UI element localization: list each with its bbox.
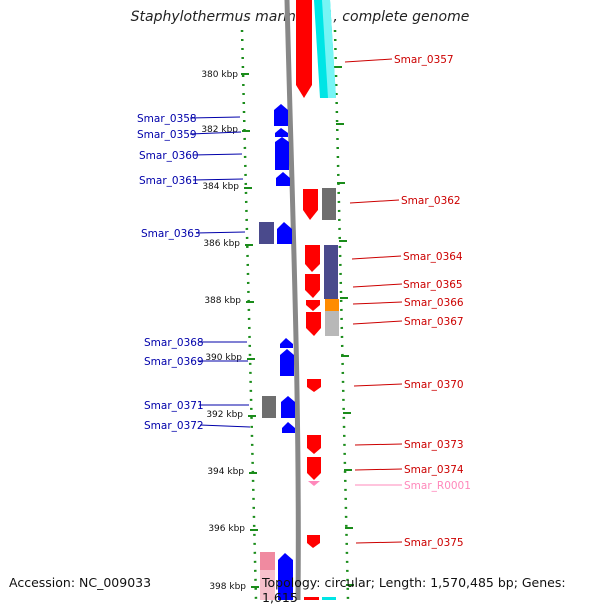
- gene-smar-0370-shape: [307, 379, 321, 392]
- gene-label-smar-r0001[interactable]: Smar_R0001: [404, 480, 471, 492]
- gene-navy-box-right: [324, 245, 338, 299]
- gene-smar-0371-shape: [281, 396, 295, 418]
- gene-cyan-band-shade: [322, 0, 336, 98]
- gene-gray-box-right: [322, 188, 336, 220]
- gene-label-smar-0364[interactable]: Smar_0364: [403, 251, 463, 263]
- gene-label-smar-0362[interactable]: Smar_0362: [401, 195, 461, 207]
- gene-smar-0375-shape: [307, 535, 320, 548]
- left-axis: [240, 29, 258, 600]
- gene-label-smar-0373[interactable]: Smar_0373: [404, 439, 464, 451]
- gene-smar-0363-shape: [277, 222, 292, 244]
- gene-label-smar-0363[interactable]: Smar_0363: [141, 228, 201, 240]
- tick-label: 384 kbp: [202, 182, 239, 192]
- gene-smar-0372-shape: [282, 422, 295, 433]
- gene-label-smar-0371[interactable]: Smar_0371: [144, 400, 204, 412]
- major-tick-marks: [241, 66, 354, 588]
- gene-smar-0357-body: [296, 0, 312, 98]
- gene-label-smar-0370[interactable]: Smar_0370: [404, 379, 464, 391]
- gene-pink-box-left-fade: [260, 570, 275, 600]
- tick-label: 388 kbp: [204, 296, 241, 306]
- gene-smar-0367-shape: [306, 312, 321, 336]
- gene-label-smar-0357[interactable]: Smar_0357: [394, 54, 454, 66]
- tick-label: 398 kbp: [209, 582, 246, 592]
- tick-label: 380 kbp: [201, 70, 238, 80]
- gene-smar-0374-shape: [307, 457, 321, 480]
- tick-labels: 380 kbp 382 kbp 384 kbp 386 kbp 388 kbp …: [201, 70, 246, 592]
- gene-bottom-cyan-stub: [322, 597, 336, 600]
- right-gene-labels: [344, 58, 403, 544]
- tick-label: 386 kbp: [203, 239, 240, 249]
- gene-label-smar-0374[interactable]: Smar_0374: [404, 464, 464, 476]
- gene-lightgray-box: [325, 311, 339, 336]
- gene-smar-0360-shape: [275, 137, 289, 170]
- gene-label-smar-0359[interactable]: Smar_0359: [137, 129, 197, 141]
- forward-genes: [303, 189, 321, 548]
- gene-bottom-blue-shape: [278, 553, 293, 600]
- genome-summary-text: Topology: circular; Length: 1,570,485 bp…: [262, 575, 566, 605]
- reverse-genes: [274, 104, 295, 600]
- tick-label: 394 kbp: [207, 467, 244, 477]
- gene-smar-0362-shape: [303, 189, 318, 220]
- gene-smar-0358-shape: [274, 104, 288, 126]
- tick-label: 382 kbp: [201, 125, 238, 135]
- gene-label-smar-0375[interactable]: Smar_0375: [404, 537, 464, 549]
- gene-label-smar-0366[interactable]: Smar_0366: [404, 297, 464, 309]
- tick-label: 390 kbp: [205, 353, 242, 363]
- gene-label-smar-0365[interactable]: Smar_0365: [403, 279, 463, 291]
- gene-bottom-red-stub: [304, 597, 319, 600]
- tick-label: 396 kbp: [208, 524, 245, 534]
- gene-label-smar-0360[interactable]: Smar_0360: [139, 150, 199, 162]
- gene-smar-0359-shape: [275, 128, 288, 137]
- left-gene-labels: [189, 116, 251, 428]
- gene-smar-0365-shape: [305, 274, 320, 298]
- gene-navy-box: [259, 222, 274, 244]
- gene-label-smar-0372[interactable]: Smar_0372: [144, 420, 204, 432]
- gene-smar-0366-shape: [306, 300, 320, 311]
- gene-label-smar-0369[interactable]: Smar_0369: [144, 356, 204, 368]
- genome-backbone: [284, 0, 301, 600]
- gene-smar-r0001-shape: [308, 481, 320, 486]
- gene-smar-0364-shape: [305, 245, 320, 272]
- gene-smar-0361-shape: [276, 172, 290, 186]
- accession-text: Accession: NC_009033: [9, 575, 152, 590]
- tick-label: 392 kbp: [206, 410, 243, 420]
- gene-label-smar-0358[interactable]: Smar_0358: [137, 113, 197, 125]
- gene-smar-0368-shape: [280, 338, 293, 348]
- gene-label-smar-0361[interactable]: Smar_0361: [139, 175, 199, 187]
- gene-label-smar-0367[interactable]: Smar_0367: [404, 316, 464, 328]
- gene-label-smar-0368[interactable]: Smar_0368: [144, 337, 204, 349]
- gene-gray-box-left: [262, 396, 276, 418]
- gene-orange-box: [325, 299, 339, 311]
- gene-smar-0373-shape: [307, 435, 321, 454]
- gene-smar-0369-shape: [280, 349, 294, 376]
